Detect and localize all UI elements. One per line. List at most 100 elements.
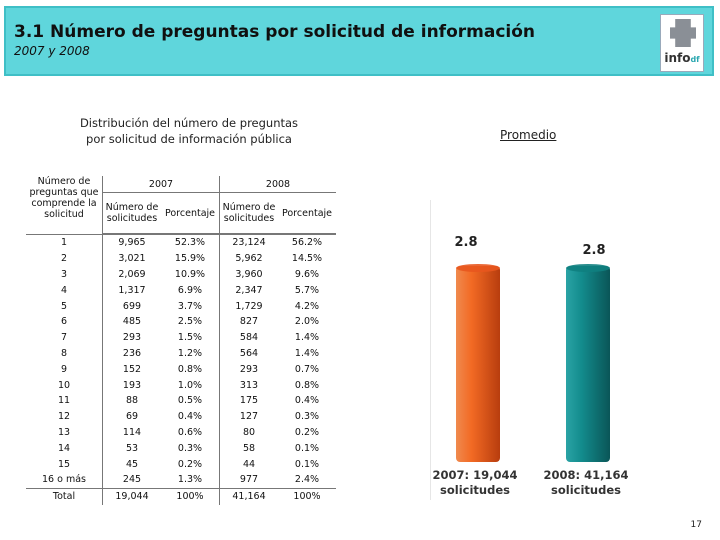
bar-value-label: 2.8: [582, 243, 605, 258]
bar-2007: [456, 266, 500, 462]
bar-2008: [566, 266, 610, 462]
table-cell: 3,021: [102, 250, 161, 267]
table-row: 15 45 0.2% 44 0.1%: [26, 456, 336, 472]
table-cell: 0.2%: [294, 426, 320, 438]
table-cell: 1.3%: [177, 474, 203, 486]
table-cell: 58: [219, 440, 278, 457]
page-subtitle: 2007 y 2008: [14, 44, 90, 58]
table-cell: 0.8%: [294, 379, 320, 391]
header-banner: 3.1 Número de preguntas por solicitud de…: [4, 6, 714, 76]
table-cell: 13: [57, 426, 71, 438]
table-cell: 41,164: [219, 487, 278, 505]
table-row: 9 152 0.8% 293 0.7%: [26, 361, 336, 378]
table-cell: 4: [60, 284, 68, 296]
table-cell: 313: [219, 377, 278, 393]
infodf-logo: infodf: [660, 14, 704, 72]
table-row: 1 9,965 52.3% 23,124 56.2%: [26, 234, 336, 251]
table-cell: 9,965: [102, 234, 161, 251]
table-title: Distribución del número de preguntas por…: [79, 116, 299, 146]
table-cell: 0.6%: [177, 426, 203, 438]
table-cell: 0.4%: [177, 411, 203, 423]
table-cell: 12: [57, 411, 71, 423]
table-cell: 23,124: [219, 234, 278, 251]
table-row: 14 53 0.3% 58 0.1%: [26, 440, 336, 457]
table-cell: 10: [57, 379, 71, 391]
table-row: 2 3,021 15.9% 5,962 14.5%: [26, 250, 336, 267]
table-cell: 3: [60, 268, 68, 280]
table-cell: 7: [60, 332, 68, 344]
table-row: 16 o más 245 1.3% 977 2.4%: [26, 471, 336, 489]
category-label-2008: 2008: 41,164 solicitudes: [543, 468, 629, 497]
table-cell: 1.2%: [177, 347, 203, 359]
table-cell: 15.9%: [174, 253, 206, 265]
table-cell: 2: [60, 253, 68, 265]
table-row: 3 2,069 10.9% 3,960 9.6%: [26, 266, 336, 283]
chart-title: Promedio: [500, 128, 557, 142]
table-cell: 45: [102, 456, 161, 472]
table-row: 13 114 0.6% 80 0.2%: [26, 424, 336, 441]
table-cell: 53: [102, 440, 161, 457]
page-title: 3.1 Número de preguntas por solicitud de…: [14, 22, 535, 42]
table-cell: 14.5%: [291, 253, 323, 265]
table-cell: 236: [102, 345, 161, 362]
col-header-num-2008: Número de solicitudes: [219, 192, 278, 234]
table-cell: 175: [219, 392, 278, 409]
table-cell: 0.3%: [177, 442, 203, 454]
table-cell: 5: [60, 300, 68, 312]
table-row: 12 69 0.4% 127 0.3%: [26, 408, 336, 425]
table-cell: 80: [219, 424, 278, 441]
table-cell: 193: [102, 377, 161, 393]
table-body: 1 9,965 52.3% 23,124 56.2% 2 3,021 15.9% 5,962 14…: [26, 234, 336, 505]
year-header-2008: 2008: [219, 176, 336, 193]
table-cell: 9.6%: [294, 268, 320, 280]
col-header-pct-2008: Porcentaje: [278, 192, 336, 234]
table-cell: 100%: [161, 487, 220, 505]
table-cell: 1.5%: [177, 332, 203, 344]
table-cell: 1: [60, 237, 68, 249]
col-header-pct-2007: Porcentaje: [161, 192, 220, 234]
table-cell: 88: [102, 392, 161, 409]
table-cell: 485: [102, 313, 161, 330]
table-cell: 0.2%: [177, 458, 203, 470]
bar-cap: [456, 264, 500, 272]
table-cell: 0.1%: [294, 442, 320, 454]
logo-text: infodf: [664, 51, 700, 65]
table-cell: 44: [219, 456, 278, 472]
table-cell: 11: [57, 395, 71, 407]
table-cell: 9: [60, 363, 68, 375]
table-cell: 14: [57, 442, 71, 454]
table-cell: 0.3%: [294, 411, 320, 423]
table-row: 5 699 3.7% 1,729 4.2%: [26, 298, 336, 314]
table-cell: 977: [219, 471, 278, 489]
table-cell: 4.2%: [294, 300, 320, 312]
df-map-icon: [670, 19, 696, 47]
table-row: 8 236 1.2% 564 1.4%: [26, 345, 336, 362]
table-cell: 5,962: [219, 250, 278, 267]
table-cell: 2.0%: [294, 316, 320, 328]
col-header-questions: Número de preguntas que comprende la sol…: [29, 176, 99, 220]
average-bar-chart: 2.8 2.8: [454, 235, 610, 462]
table-cell: 1.0%: [177, 379, 203, 391]
table-cell: 2.4%: [294, 474, 320, 486]
table-cell: 0.8%: [177, 363, 203, 375]
table-cell: 2,347: [219, 282, 278, 299]
col-header-num-2007: Número de solicitudes: [102, 192, 161, 234]
table-cell: Total: [26, 487, 103, 505]
table-cell: 293: [219, 361, 278, 378]
table-cell: 114: [102, 424, 161, 441]
table-row: 7 293 1.5% 584 1.4%: [26, 329, 336, 346]
table-row: 11 88 0.5% 175 0.4%: [26, 392, 336, 409]
table-cell: 3,960: [219, 266, 278, 283]
table-cell: 1.4%: [294, 347, 320, 359]
table-cell: 52.3%: [174, 237, 206, 249]
table-cell: 69: [102, 408, 161, 425]
table-cell: 19,044: [102, 487, 161, 505]
table-cell: 245: [102, 471, 161, 489]
total-row: Total 19,044 100% 41,164 100%: [26, 487, 336, 505]
bar-value-label: 2.8: [454, 235, 477, 250]
table-cell: 5.7%: [294, 284, 320, 296]
table-cell: 6.9%: [177, 284, 203, 296]
table-cell: 584: [219, 329, 278, 346]
table-cell: 827: [219, 313, 278, 330]
table-cell: 127: [219, 408, 278, 425]
